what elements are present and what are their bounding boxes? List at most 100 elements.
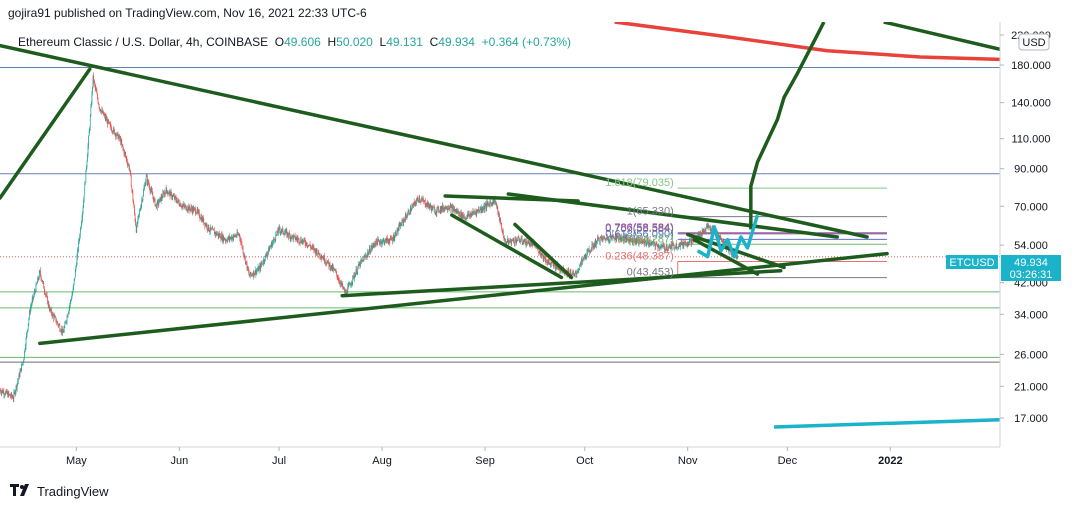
candle-body [341, 283, 343, 286]
candle-body [37, 277, 39, 280]
candle-body [171, 192, 173, 198]
candle-body [609, 237, 611, 241]
candle-body [622, 236, 623, 238]
candle-body [479, 210, 480, 212]
candle-body [77, 250, 78, 257]
candle-body [520, 238, 522, 241]
candle-body [631, 237, 633, 242]
trendline [692, 237, 760, 276]
candle-body [344, 290, 346, 293]
candle-body [47, 296, 48, 305]
candle-body [607, 237, 609, 240]
high-label: H [327, 35, 337, 49]
candle-body [541, 253, 543, 256]
candle-body [530, 243, 531, 246]
candle-body [632, 237, 634, 243]
candle-body [196, 213, 197, 214]
candle-body [36, 282, 38, 284]
candle-body [685, 241, 686, 245]
candle-body [586, 251, 588, 258]
candle-body [422, 198, 424, 201]
candle-body [600, 237, 602, 239]
candle-body [53, 316, 55, 319]
candle-body [230, 237, 232, 238]
candle-body [97, 93, 98, 99]
candle-body [91, 103, 92, 108]
candle-body [46, 295, 47, 296]
symbol-legend: Ethereum Classic / U.S. Dollar, 4h, COIN… [18, 35, 571, 49]
candle-body [473, 211, 475, 213]
candle-body [680, 242, 681, 247]
candle-body [576, 272, 578, 275]
candle-body [271, 242, 273, 247]
candle-body [257, 267, 259, 271]
candle-body [474, 211, 475, 213]
candle-body [430, 204, 432, 208]
candle-body [555, 264, 556, 269]
candle-body [465, 217, 467, 219]
candle-body [613, 236, 614, 239]
candle-body [226, 241, 228, 242]
candle-body [319, 253, 320, 256]
candle-body [2, 390, 4, 394]
candle-body [643, 241, 645, 245]
candle-body [162, 193, 164, 194]
symbol-name: Ethereum Classic / U.S. Dollar, 4h, COIN… [18, 35, 269, 49]
candle-body [514, 242, 515, 244]
candle-body [707, 224, 709, 228]
candle-body [242, 247, 243, 249]
candle-body [79, 228, 81, 237]
candle-body [252, 274, 253, 276]
candle-body [18, 374, 20, 380]
candle-body [650, 242, 652, 245]
candle-body [419, 200, 421, 202]
candle-body [500, 218, 501, 224]
candle-body [300, 239, 302, 243]
candle-body [179, 203, 181, 206]
candle-body [233, 234, 235, 236]
candle-body [37, 277, 39, 283]
candle-body [685, 244, 687, 246]
candle-body [616, 234, 618, 240]
candle-body [396, 235, 397, 236]
currency-button-label[interactable]: USD [1022, 37, 1045, 49]
candle-body [130, 175, 132, 187]
candle-body [726, 245, 728, 246]
candle-body [602, 237, 604, 241]
candle-body [604, 237, 606, 240]
candle-body [581, 260, 582, 264]
candle-body [169, 191, 171, 197]
candle-body [351, 283, 352, 285]
candle-body [11, 393, 12, 397]
candle-body [220, 238, 222, 240]
candle-body [239, 234, 241, 239]
candle-body [470, 213, 472, 217]
candle-body [135, 220, 137, 226]
candle-body [688, 242, 690, 245]
candle-body [138, 213, 140, 216]
candle-body [432, 207, 434, 210]
candle-body [429, 206, 431, 208]
candle-body [68, 311, 70, 314]
candle-body [107, 119, 108, 125]
candle-body [331, 265, 333, 270]
currency-button-bg[interactable] [1018, 33, 1050, 51]
candle-body [371, 246, 372, 249]
candle-body [416, 198, 418, 202]
candle-body [218, 234, 220, 237]
candle-body [638, 238, 639, 244]
currency-button[interactable]: USD [1018, 33, 1050, 51]
candle-body [249, 275, 251, 277]
candle-body [67, 313, 69, 317]
candle-body [186, 210, 188, 211]
candle-body [316, 253, 318, 255]
candle-body [545, 258, 547, 262]
candle-body [427, 202, 429, 207]
candle-body [53, 315, 55, 319]
tradingview-logo-icon [10, 483, 32, 499]
candle-body [94, 81, 96, 85]
candle-body [309, 244, 311, 247]
candle-body [315, 250, 316, 254]
candle-body [508, 241, 510, 244]
